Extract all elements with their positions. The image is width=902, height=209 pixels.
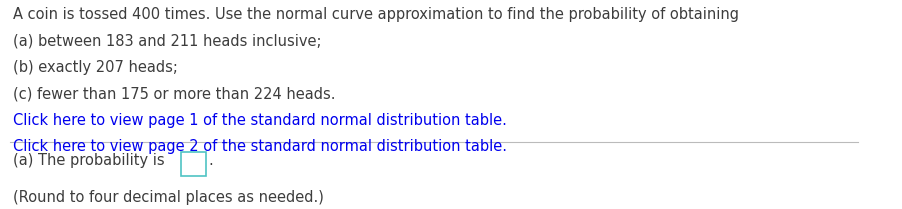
Text: (c) fewer than 175 or more than 224 heads.: (c) fewer than 175 or more than 224 head… <box>13 87 335 101</box>
Text: (a) between 183 and 211 heads inclusive;: (a) between 183 and 211 heads inclusive; <box>13 34 321 49</box>
Text: Click here to view page 1 of the standard normal distribution table.: Click here to view page 1 of the standar… <box>13 113 506 128</box>
Text: (b) exactly 207 heads;: (b) exactly 207 heads; <box>13 60 178 75</box>
Text: (a) The probability is: (a) The probability is <box>13 153 164 168</box>
Text: (Round to four decimal places as needed.): (Round to four decimal places as needed.… <box>13 190 323 205</box>
Text: Click here to view page 2 of the standard normal distribution table.: Click here to view page 2 of the standar… <box>13 139 506 154</box>
Text: .: . <box>207 153 213 168</box>
Text: A coin is tossed 400 times. Use the normal curve approximation to find the proba: A coin is tossed 400 times. Use the norm… <box>13 8 738 22</box>
FancyBboxPatch shape <box>181 152 206 176</box>
